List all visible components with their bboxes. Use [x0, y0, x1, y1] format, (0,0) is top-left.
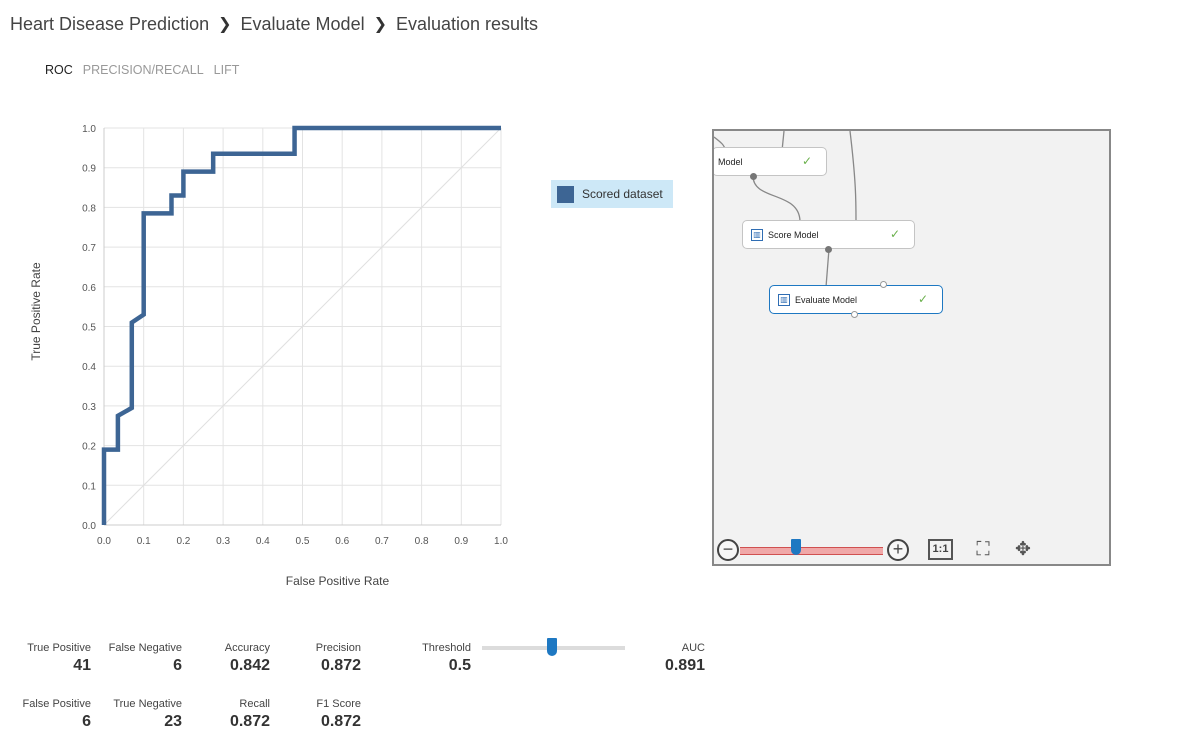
- roc-curve-line: [101, 125, 501, 525]
- tab-lift[interactable]: LIFT: [213, 63, 240, 77]
- breadcrumb: Heart Disease Prediction ❯ Evaluate Mode…: [10, 12, 538, 36]
- f1-score-metric: F1 Score 0.872: [316, 698, 361, 730]
- evaluate-model-node[interactable]: ▥ Evaluate Model ✓: [769, 285, 943, 314]
- y-tick-label: 0.4: [82, 362, 96, 373]
- random-classifier-diagonal: [103, 127, 502, 526]
- x-tick-label: 0.4: [256, 536, 270, 547]
- chevron-right-icon: ❯: [218, 16, 232, 33]
- y-tick-label: 0.1: [82, 481, 96, 492]
- checkmark-icon: ✓: [889, 227, 900, 241]
- output-port[interactable]: [750, 173, 757, 180]
- y-axis-label: True Positive Rate: [29, 262, 43, 361]
- pan-icon[interactable]: ✥: [1015, 539, 1031, 560]
- input-port[interactable]: [880, 281, 887, 288]
- experiment-canvas[interactable]: Model ✓ ▥ Score Model ✓ ▥ Evaluate Model…: [712, 129, 1111, 566]
- node-label: Evaluate Model: [795, 294, 858, 305]
- connector-wire: [825, 248, 830, 288]
- x-tick-label: 0.0: [97, 536, 111, 547]
- threshold-metric: Threshold 0.5: [422, 642, 471, 674]
- tab-precision-recall[interactable]: PRECISION/RECALL: [82, 63, 204, 77]
- x-tick-label: 0.5: [296, 536, 310, 547]
- zoom-controls: − + 1:1 ⛶ ✥: [714, 531, 1109, 564]
- y-tick-label: 0.8: [82, 203, 96, 214]
- x-axis-label: False Positive Rate: [286, 574, 390, 588]
- recall-metric: Recall 0.872: [229, 698, 270, 730]
- connection-wires: [714, 131, 857, 288]
- y-tick-label: 0.5: [82, 323, 96, 334]
- x-tick-label: 0.9: [454, 536, 468, 547]
- y-tick-label: 0.3: [82, 402, 96, 413]
- tab-roc[interactable]: ROC: [45, 63, 73, 77]
- chart-legend[interactable]: Scored dataset: [551, 180, 673, 208]
- y-tick-label: 1.0: [82, 124, 96, 135]
- auc-metric: AUC 0.891: [664, 642, 705, 674]
- breadcrumb-item-current: Evaluation results: [395, 13, 539, 34]
- breadcrumb-item-experiment[interactable]: Heart Disease Prediction: [10, 13, 210, 34]
- x-tick-label: 0.7: [375, 536, 389, 547]
- false-negative-metric: False Negative 6: [108, 642, 182, 674]
- score-model-icon: ▥: [751, 228, 763, 241]
- y-tick-label: 0.7: [82, 243, 96, 254]
- true-negative-metric: True Negative 23: [113, 698, 182, 730]
- true-positive-metric: True Positive 41: [27, 642, 91, 674]
- precision-metric: Precision 0.872: [315, 642, 361, 674]
- zoom-slider-track[interactable]: [740, 547, 883, 555]
- output-port[interactable]: [825, 246, 832, 253]
- legend-label: Scored dataset: [582, 187, 663, 201]
- x-tick-label: 1.0: [494, 536, 508, 547]
- accuracy-metric: Accuracy 0.842: [224, 642, 270, 674]
- x-tick-label: 0.2: [176, 536, 190, 547]
- x-tick-label: 0.3: [216, 536, 230, 547]
- score-model-node[interactable]: ▥ Score Model ✓: [742, 220, 915, 249]
- chevron-right-icon: ❯: [373, 16, 387, 33]
- y-tick-label: 0.6: [82, 283, 96, 294]
- x-tick-label: 0.8: [415, 536, 429, 547]
- checkmark-icon: ✓: [917, 292, 928, 306]
- model-node[interactable]: Model ✓: [714, 147, 827, 176]
- breadcrumb-item-module[interactable]: Evaluate Model: [240, 13, 365, 34]
- x-tick-label: 0.1: [137, 536, 151, 547]
- false-positive-metric: False Positive 6: [22, 698, 91, 730]
- zoom-slider-thumb[interactable]: [791, 539, 801, 555]
- node-label: Model: [718, 156, 743, 167]
- legend-swatch: [557, 185, 574, 203]
- y-tick-label: 0.0: [82, 521, 96, 532]
- y-tick-label: 0.2: [82, 442, 96, 453]
- threshold-slider-thumb[interactable]: [547, 638, 557, 656]
- y-tick-label: 0.9: [82, 164, 96, 175]
- evaluate-model-icon: ▥: [778, 293, 790, 306]
- connector-wire: [849, 131, 857, 222]
- x-tick-label: 0.6: [335, 536, 349, 547]
- zoom-in-button[interactable]: +: [887, 539, 909, 561]
- checkmark-icon: ✓: [801, 154, 812, 168]
- actual-size-button[interactable]: 1:1: [928, 539, 953, 560]
- node-label: Score Model: [768, 229, 819, 240]
- roc-chart: 0.0 0.1 0.2 0.3 0.4 0.5 0.6 0.7 0.8 0.9 1.0 0.0 0.1 0…: [29, 124, 508, 588]
- fit-to-screen-icon[interactable]: ⛶: [976, 539, 990, 560]
- zoom-out-button[interactable]: −: [717, 539, 739, 561]
- chart-tabs: ROC PRECISION/RECALL LIFT: [45, 63, 239, 77]
- output-port[interactable]: [851, 311, 858, 318]
- connector-wire: [752, 175, 801, 222]
